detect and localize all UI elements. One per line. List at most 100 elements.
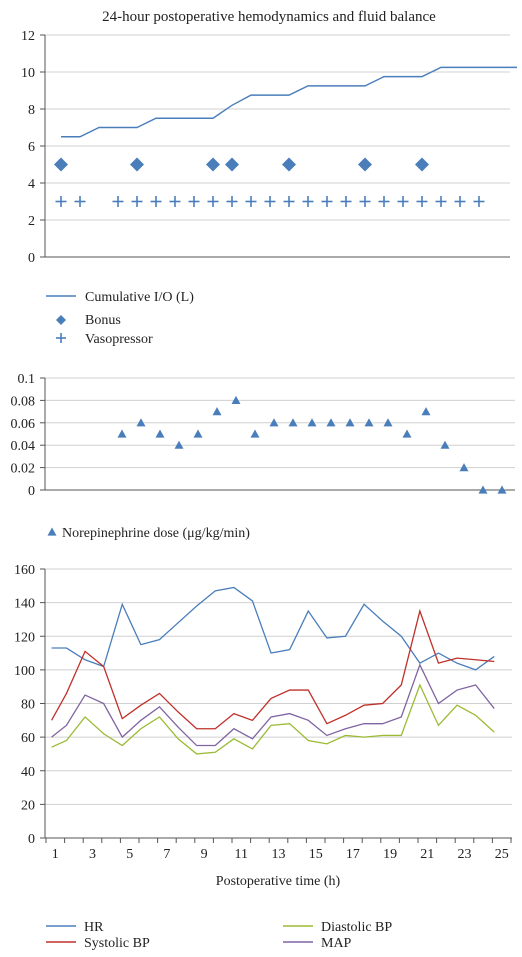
chart1-vasopressor-marker xyxy=(359,196,371,207)
chart1-bonus-marker xyxy=(358,157,372,172)
chart1-bonus-marker xyxy=(54,157,68,172)
chart3-ytick-label: 140 xyxy=(14,597,35,612)
chart3-xtick-label: 23 xyxy=(458,847,472,862)
chart1-legend-cumulative-io: Cumulative I/O (L) xyxy=(85,290,194,305)
chart2-ytick-label: 0 xyxy=(28,484,35,499)
chart3-xtick-label: 19 xyxy=(383,847,397,862)
chart1-title: 24-hour postoperative hemodynamics and f… xyxy=(102,9,436,25)
chart2-norepinephrine-marker xyxy=(459,463,469,472)
chart3-xtick-label: 25 xyxy=(495,847,509,862)
chart2-ytick-label: 0.1 xyxy=(18,372,36,387)
chart3-series-systolic-bp-line xyxy=(51,608,495,730)
chart1-vasopressor-marker xyxy=(74,196,86,207)
chart3-xtick-label: 15 xyxy=(309,847,323,862)
chart3-xtick-label: 1 xyxy=(52,847,59,862)
chart2-norepinephrine-marker xyxy=(288,418,298,427)
chart2-norepinephrine-marker xyxy=(117,429,127,438)
chart2-norepinephrine-marker xyxy=(193,429,203,438)
chart1-ytick-label: 2 xyxy=(28,214,35,229)
chart2-norepinephrine-marker xyxy=(402,429,412,438)
chart3-ytick-label: 40 xyxy=(21,765,35,780)
chart3-legend-hr: HR xyxy=(84,920,104,935)
chart3-legend-diastolic-bp: Diastolic BP xyxy=(321,920,392,935)
chart2-norepinephrine-marker xyxy=(383,418,393,427)
chart1-vasopressor-marker xyxy=(226,196,238,207)
chart1-ytick-label: 0 xyxy=(28,251,35,266)
chart2-norepinephrine-marker xyxy=(136,418,146,427)
chart1-vasopressor-marker xyxy=(378,196,390,207)
chart3-ytick-label: 160 xyxy=(14,563,35,578)
chart2-norepinephrine-marker xyxy=(231,395,241,404)
chart2-norepinephrine-marker xyxy=(155,429,165,438)
chart1-ytick-label: 8 xyxy=(28,103,35,118)
chart1-vasopressor-marker xyxy=(454,196,466,207)
chart1-vasopressor-marker xyxy=(169,196,181,207)
chart3-series-diastolic-bp-line xyxy=(51,683,495,755)
chart2-ytick-label: 0.02 xyxy=(11,462,36,477)
chart1-vasopressor-marker xyxy=(207,196,219,207)
chart1-vasopressor-marker xyxy=(245,196,257,207)
chart1-vasopressor-marker xyxy=(131,196,143,207)
chart3-ytick-label: 60 xyxy=(21,731,35,746)
chart1-ytick-label: 12 xyxy=(21,29,35,44)
chart1-ytick-label: 6 xyxy=(28,140,35,155)
chart1-vasopressor-marker xyxy=(416,196,428,207)
chart1-vasopressor-marker xyxy=(188,196,200,207)
chart1-vasopressor-marker xyxy=(397,196,409,207)
chart2-norepinephrine-marker xyxy=(174,440,184,449)
chart2-legend-key xyxy=(47,527,57,536)
chart3-xtick-label: 3 xyxy=(89,847,96,862)
chart3-ytick-label: 0 xyxy=(28,832,35,847)
chart1-series-cumulative-io-line xyxy=(61,66,517,138)
chart2-norepinephrine-marker xyxy=(440,440,450,449)
chart3-series-map-line xyxy=(51,663,495,747)
chart1-legend-vasopressor: Vasopressor xyxy=(85,332,153,347)
chart3-xlabel: Postoperative time (h) xyxy=(216,874,341,889)
chart2-norepinephrine-marker xyxy=(250,429,260,438)
chart2-ytick-label: 0.04 xyxy=(11,439,36,454)
chart1-vasopressor-marker xyxy=(473,196,485,207)
chart1-vasopressor-marker xyxy=(321,196,333,207)
chart2-ytick-label: 0.06 xyxy=(11,417,36,432)
chart3-xtick-label: 11 xyxy=(235,847,248,862)
chart1-vasopressor-marker xyxy=(340,196,352,207)
chart2-norepinephrine-marker xyxy=(364,418,374,427)
chart1-vasopressor-marker xyxy=(150,196,162,207)
chart2-norepinephrine-marker xyxy=(497,485,507,494)
chart1-ytick-label: 10 xyxy=(21,66,35,81)
chart3-series-hr-line xyxy=(51,586,495,671)
chart1-bonus-marker xyxy=(282,157,296,172)
chart1-bonus-marker xyxy=(206,157,220,172)
chart3-xtick-label: 7 xyxy=(163,847,170,862)
chart1-legend-vasopressor-key xyxy=(56,333,66,343)
chart1-bonus-marker xyxy=(225,157,239,172)
chart1-legend-bonus-key xyxy=(56,315,66,325)
chart3-ytick-label: 120 xyxy=(14,630,35,645)
chart2-legend-norepinephrine: Norepinephrine dose (μg/kg/min) xyxy=(62,526,250,541)
chart1-vasopressor-marker xyxy=(283,196,295,207)
chart1-ytick-label: 4 xyxy=(28,177,35,192)
chart3-xtick-label: 5 xyxy=(126,847,133,862)
chart1-vasopressor-marker xyxy=(302,196,314,207)
chart3-ytick-label: 20 xyxy=(21,798,35,813)
chart2-norepinephrine-marker xyxy=(345,418,355,427)
chart1-vasopressor-marker xyxy=(55,196,67,207)
chart1-bonus-marker xyxy=(130,157,144,172)
chart2-norepinephrine-marker xyxy=(269,418,279,427)
chart3-xtick-label: 9 xyxy=(201,847,208,862)
chart3-ytick-label: 100 xyxy=(14,664,35,679)
chart3-xtick-label: 13 xyxy=(272,847,286,862)
chart2-norepinephrine-marker xyxy=(421,407,431,416)
chart2-norepinephrine-marker xyxy=(307,418,317,427)
chart3-legend-map: MAP xyxy=(321,936,352,951)
chart3-ytick-label: 80 xyxy=(21,698,35,713)
chart2-norepinephrine-marker xyxy=(212,407,222,416)
chart1-bonus-marker xyxy=(415,157,429,172)
chart1-vasopressor-marker xyxy=(435,196,447,207)
chart3-xtick-label: 17 xyxy=(346,847,360,862)
chart2-norepinephrine-marker xyxy=(326,418,336,427)
chart3-xtick-label: 21 xyxy=(420,847,434,862)
chart1-legend-bonus: Bonus xyxy=(85,313,121,328)
chart2-ytick-label: 0.08 xyxy=(11,394,36,409)
